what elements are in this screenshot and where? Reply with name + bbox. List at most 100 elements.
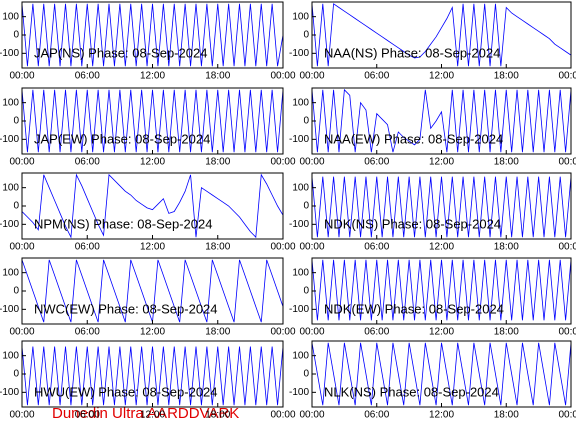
- panel-title: HWU(EW) Phase: 08-Sep-2024: [34, 384, 218, 399]
- phase-line: [312, 176, 571, 238]
- x-tick-label: 00:00: [299, 327, 324, 338]
- panel-title: NAA(NS) Phase: 08-Sep-2024: [324, 45, 500, 60]
- x-tick-label: 06:00: [364, 157, 389, 168]
- x-tick-label: 00:00: [270, 157, 295, 168]
- axes-box: [311, 257, 572, 325]
- phase-line: [312, 3, 571, 67]
- x-tick-label: 18:00: [494, 157, 519, 168]
- y-tick-label: 100: [292, 267, 309, 278]
- panel-title: NDK(NS) Phase: 08-Sep-2024: [324, 216, 501, 231]
- y-tick-label: 100: [292, 11, 309, 22]
- x-tick-label: 12:00: [140, 71, 165, 82]
- x-tick-label: 00:00: [558, 157, 576, 168]
- x-tick-label: 12:00: [140, 157, 165, 168]
- x-tick-label: 06:00: [75, 410, 100, 421]
- plot-area: [312, 173, 571, 239]
- x-tick-label: 00:00: [558, 410, 576, 421]
- x-tick-label: 00:00: [9, 157, 34, 168]
- y-tick-label: 100: [2, 11, 19, 22]
- y-tick-label: -100: [289, 219, 309, 230]
- y-tick-label: 0: [303, 116, 309, 127]
- x-tick-label: 00:00: [299, 157, 324, 168]
- phase-line: [312, 259, 571, 321]
- y-tick-label: 0: [13, 30, 19, 41]
- y-tick-label: -100: [0, 304, 19, 315]
- x-tick-label: 18:00: [205, 327, 230, 338]
- y-tick-label: 0: [13, 116, 19, 127]
- y-tick-label: 0: [13, 369, 19, 380]
- phase-line: [312, 88, 571, 153]
- x-tick-label: 12:00: [429, 71, 454, 82]
- x-tick-label: 00:00: [270, 71, 295, 82]
- x-tick-label: 06:00: [364, 242, 389, 253]
- x-tick-label: 06:00: [75, 242, 100, 253]
- y-tick-label: -100: [289, 387, 309, 398]
- panel-title: NDK(EW) Phase: 08-Sep-2024: [324, 301, 504, 316]
- y-tick-label: 0: [303, 201, 309, 212]
- panel-title: NWC(EW) Phase: 08-Sep-2024: [34, 301, 218, 316]
- x-tick-label: 12:00: [429, 410, 454, 421]
- x-tick-label: 18:00: [205, 242, 230, 253]
- x-tick-label: 00:00: [9, 327, 34, 338]
- axes-box: [311, 1, 572, 69]
- axes-box: [21, 340, 284, 408]
- y-tick-label: -100: [289, 304, 309, 315]
- x-tick-label: 00:00: [558, 242, 576, 253]
- x-tick-label: 06:00: [364, 410, 389, 421]
- plot-area: [22, 258, 283, 324]
- y-tick-label: -100: [0, 219, 19, 230]
- x-tick-label: 12:00: [140, 410, 165, 421]
- axes-box: [21, 257, 284, 325]
- x-tick-label: 00:00: [270, 327, 295, 338]
- panel-title: NAA(EW) Phase: 08-Sep-2024: [324, 131, 503, 146]
- x-tick-label: 18:00: [494, 242, 519, 253]
- x-tick-label: 18:00: [205, 157, 230, 168]
- x-tick-label: 06:00: [75, 157, 100, 168]
- phase-line: [312, 342, 571, 406]
- y-tick-label: -100: [0, 48, 19, 59]
- y-tick-label: 0: [13, 201, 19, 212]
- axes-box: [21, 87, 284, 155]
- x-tick-label: 06:00: [75, 327, 100, 338]
- x-tick-label: 18:00: [494, 410, 519, 421]
- axes-box: [311, 340, 572, 408]
- panel-title: JAP(EW) Phase: 08-Sep-2024: [34, 131, 210, 146]
- y-tick-label: -100: [289, 134, 309, 145]
- y-tick-label: -100: [0, 134, 19, 145]
- x-tick-label: 00:00: [558, 71, 576, 82]
- plot-area: [22, 88, 283, 154]
- x-tick-label: 12:00: [429, 242, 454, 253]
- phase-line: [22, 346, 283, 406]
- y-tick-label: 0: [303, 369, 309, 380]
- panel: -100010000:0006:0012:0018:0000:00NAA(EW)…: [289, 87, 576, 168]
- phase-line: [22, 89, 283, 153]
- x-tick-label: 00:00: [558, 327, 576, 338]
- x-tick-label: 18:00: [205, 410, 230, 421]
- y-tick-label: 100: [292, 350, 309, 361]
- panel-title: NPM(NS) Phase: 08-Sep-2024: [34, 216, 212, 231]
- y-tick-label: -100: [0, 387, 19, 398]
- y-tick-label: 100: [292, 182, 309, 193]
- plot-area: [312, 258, 571, 324]
- panel: -100010000:0006:0012:0018:0000:00NDK(NS)…: [289, 172, 576, 253]
- y-tick-label: 100: [2, 267, 19, 278]
- x-tick-label: 12:00: [429, 157, 454, 168]
- axes-box: [311, 172, 572, 240]
- x-tick-label: 18:00: [205, 71, 230, 82]
- plot-area: [22, 2, 283, 68]
- panel: -100010000:0006:0012:0018:0000:00NLK(NS)…: [289, 340, 576, 421]
- footer: Dunedin Ultra AARDDVARK: [52, 405, 239, 422]
- phase-line: [22, 3, 283, 67]
- y-tick-label: 100: [2, 97, 19, 108]
- x-tick-label: 00:00: [9, 242, 34, 253]
- x-tick-label: 06:00: [364, 71, 389, 82]
- axes-box: [311, 87, 572, 155]
- plot-area: [22, 341, 283, 407]
- plot-area: [312, 2, 571, 68]
- y-tick-label: -100: [289, 48, 309, 59]
